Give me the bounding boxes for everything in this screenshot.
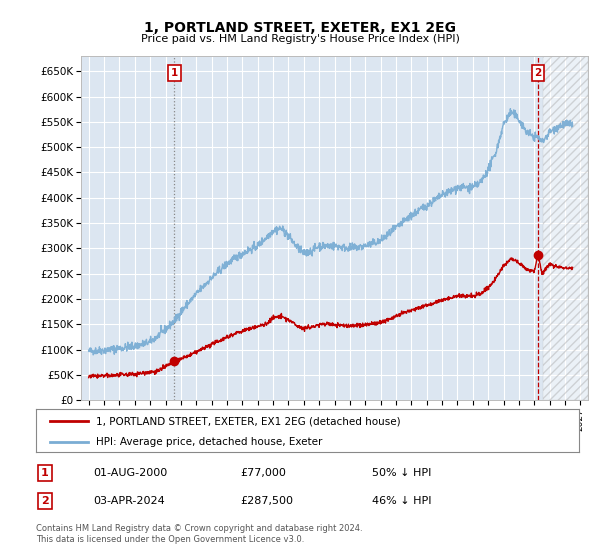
Text: 1: 1 xyxy=(41,468,49,478)
Text: 1: 1 xyxy=(171,68,178,78)
Text: Price paid vs. HM Land Registry's House Price Index (HPI): Price paid vs. HM Land Registry's House … xyxy=(140,34,460,44)
Text: 50% ↓ HPI: 50% ↓ HPI xyxy=(372,468,431,478)
Text: 01-AUG-2000: 01-AUG-2000 xyxy=(93,468,167,478)
Text: 03-APR-2024: 03-APR-2024 xyxy=(93,496,165,506)
Text: This data is licensed under the Open Government Licence v3.0.: This data is licensed under the Open Gov… xyxy=(36,535,304,544)
Text: 1, PORTLAND STREET, EXETER, EX1 2EG (detached house): 1, PORTLAND STREET, EXETER, EX1 2EG (det… xyxy=(96,416,400,426)
Text: 46% ↓ HPI: 46% ↓ HPI xyxy=(372,496,431,506)
Text: Contains HM Land Registry data © Crown copyright and database right 2024.: Contains HM Land Registry data © Crown c… xyxy=(36,524,362,533)
Text: £287,500: £287,500 xyxy=(240,496,293,506)
Text: 2: 2 xyxy=(535,68,542,78)
Text: £77,000: £77,000 xyxy=(240,468,286,478)
Bar xyxy=(544,56,588,400)
Text: HPI: Average price, detached house, Exeter: HPI: Average price, detached house, Exet… xyxy=(96,437,322,446)
Text: 1, PORTLAND STREET, EXETER, EX1 2EG: 1, PORTLAND STREET, EXETER, EX1 2EG xyxy=(144,21,456,35)
Text: 2: 2 xyxy=(41,496,49,506)
